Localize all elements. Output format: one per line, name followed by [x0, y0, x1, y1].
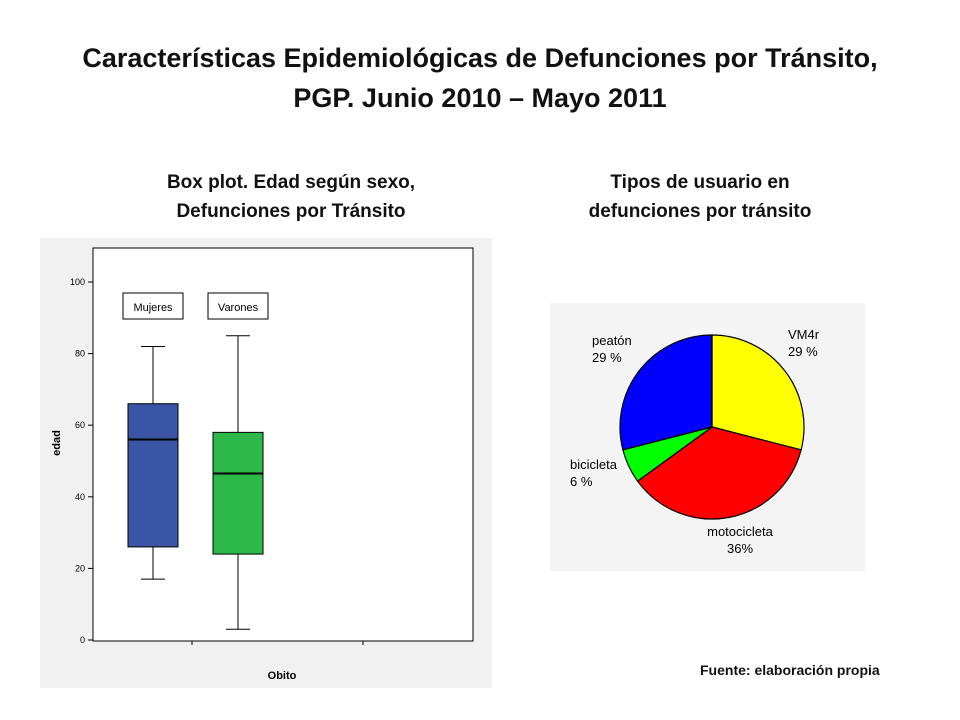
- pie-subtitle: Tipos de usuario en defunciones por trán…: [520, 168, 880, 226]
- x-axis-label: Obito: [268, 670, 297, 682]
- series-label-box: [122, 292, 184, 320]
- pie-chart: VM4r 29 % motocicleta 36% bicicleta 6 % peatón…: [570, 327, 820, 556]
- pie-subtitle-line-2: defunciones por tránsito: [588, 201, 812, 222]
- box-mujeres: Mujeres: [122, 292, 184, 580]
- slice-label-motocicleta: motocicleta: [707, 524, 774, 539]
- y-axis-label: edad: [51, 430, 63, 456]
- page-title-line-2: PGP. Junio 2010 – Mayo 2011: [293, 83, 667, 113]
- y-tick-label: 0: [80, 635, 85, 645]
- page-title: Características Epidemiológicas de Defun…: [20, 38, 940, 118]
- slice-percent-motocicleta: 36%: [727, 541, 753, 556]
- page-title-line-1: Características Epidemiológicas de Defun…: [82, 43, 878, 73]
- box-varones: Varones: [207, 292, 269, 630]
- pie-subtitle-line-1: Tipos de usuario en: [610, 172, 790, 193]
- slice-vm4r: [711, 334, 805, 451]
- y-tick-label: 80: [75, 349, 85, 359]
- y-tick-label: 20: [75, 563, 85, 573]
- series-label: Varones: [218, 302, 259, 314]
- y-tick-label: 100: [70, 277, 85, 287]
- slice-label-peaton: peatón: [592, 333, 632, 348]
- boxplot-panel: 0 20 40 60 80 100 edad Obito Mujeres Varones: [40, 238, 492, 688]
- y-tick-label: 60: [75, 420, 85, 430]
- boxplot-subtitle: Box plot. Edad según sexo, Defunciones p…: [96, 168, 486, 226]
- slice-label-bicicleta: bicicleta: [570, 457, 618, 472]
- slice-percent-vm4r: 29 %: [788, 344, 818, 359]
- series-label: Mujeres: [133, 302, 173, 314]
- iqr-box: [127, 403, 179, 548]
- boxplot-chart: 0 20 40 60 80 100 edad Obito Mujeres Varones: [51, 247, 474, 682]
- slice-peaton: [619, 334, 713, 451]
- series-label-box: [207, 292, 269, 320]
- slice-label-vm4r: VM4r: [788, 327, 820, 342]
- iqr-box: [212, 431, 264, 555]
- slice-percent-bicicleta: 6 %: [570, 474, 593, 489]
- boxplot-subtitle-line-1: Box plot. Edad según sexo,: [166, 172, 416, 193]
- slice-motocicleta: [636, 426, 802, 520]
- y-tick-label: 40: [75, 492, 85, 502]
- boxplot-subtitle-line-2: Defunciones por Tránsito: [176, 201, 406, 222]
- pie-panel: VM4r 29 % motocicleta 36% bicicleta 6 % peatón…: [550, 303, 865, 571]
- source-note: Fuente: elaboración propia: [700, 662, 880, 678]
- slice-percent-peaton: 29 %: [592, 350, 622, 365]
